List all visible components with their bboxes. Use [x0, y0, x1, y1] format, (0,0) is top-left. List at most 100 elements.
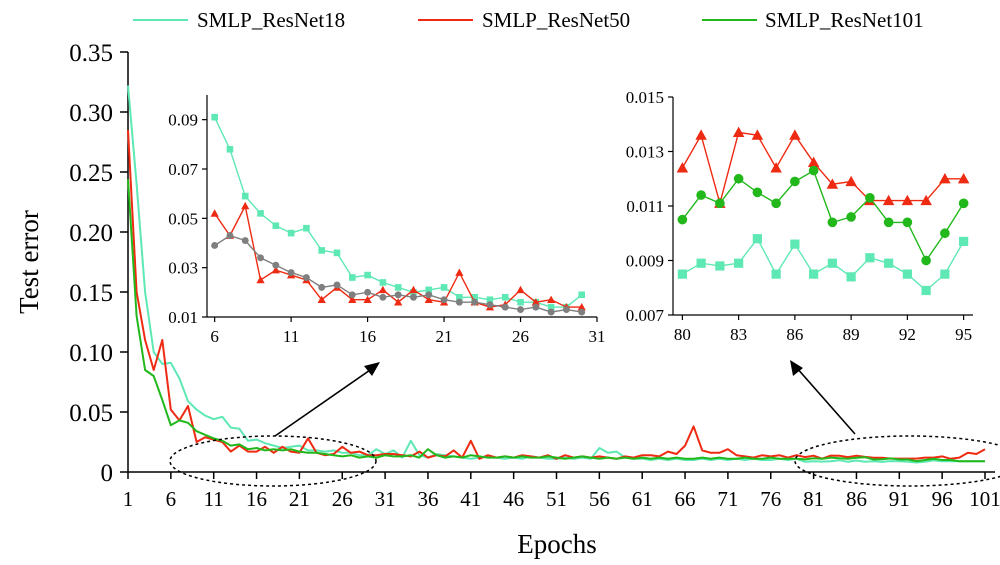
- inset-point-circle: [348, 291, 356, 299]
- x-tick-label: 56: [589, 487, 610, 511]
- inset-left-y-ticks: 0.01 0.03 0.05 0.07 0.09: [168, 111, 207, 327]
- inset-point-circle: [677, 214, 688, 225]
- inset-point-circle: [958, 198, 969, 209]
- inset-x-tick-label: 89: [843, 325, 860, 344]
- inset-point-triangle: [695, 129, 707, 140]
- x-tick-label: 91: [889, 487, 910, 511]
- inset-point-circle: [318, 283, 326, 291]
- inset-point-square: [303, 224, 310, 232]
- inset-y-tick-label: 0.09: [168, 111, 198, 130]
- inset-point-circle: [696, 190, 706, 200]
- inset-point-triangle: [455, 268, 464, 276]
- y-axis-title: Test error: [14, 210, 44, 314]
- inset-point-square: [394, 284, 402, 291]
- zoom-ellipse-right: [794, 435, 1000, 487]
- inset-right-series: [676, 126, 970, 296]
- inset-point-circle: [394, 291, 402, 299]
- inset-series-line-resnet18: [682, 237, 965, 292]
- inset-point-square: [318, 247, 326, 254]
- inset-point-square: [809, 269, 819, 279]
- inset-plot-right: 0.007 0.009 0.011 0.013 0.015 80 83 86 89 92 95: [626, 88, 973, 344]
- inset-point-triangle: [409, 285, 418, 294]
- inset-point-circle: [379, 293, 387, 301]
- inset-point-square: [440, 284, 448, 291]
- inset-point-square: [287, 229, 295, 237]
- inset-point-circle: [883, 217, 894, 228]
- zoom-arrowhead-right: [790, 360, 803, 376]
- y-tick-label: 0.25: [69, 160, 113, 187]
- inset-point-circle: [940, 228, 950, 239]
- inset-point-triangle: [424, 295, 433, 304]
- x-axis-title: Epochs: [517, 529, 596, 559]
- inset-point-square: [471, 293, 478, 301]
- inset-point-circle: [302, 274, 310, 281]
- legend: SMLP_ResNet18 SMLP_ResNet50 SMLP_ResNet1…: [133, 8, 924, 32]
- inset-point-square: [486, 296, 494, 304]
- x-tick-label: 31: [375, 487, 396, 511]
- x-tick-label: 76: [760, 487, 781, 511]
- inset-point-triangle: [751, 129, 764, 140]
- inset-point-triangle: [531, 298, 540, 306]
- inset-x-tick-label: 16: [359, 327, 376, 346]
- inset-point-triangle: [845, 175, 857, 187]
- inset-x-tick-label: 6: [210, 327, 219, 346]
- inset-series-line-resnet50: [681, 131, 964, 206]
- inset-y-tick-label: 0.03: [168, 259, 198, 278]
- inset-point-triangle: [577, 303, 586, 311]
- series-line-resnet50: [127, 129, 986, 460]
- inset-point-circle: [241, 237, 249, 244]
- inset-point-square: [456, 293, 463, 301]
- inset-point-circle: [865, 192, 875, 203]
- inset-point-circle: [921, 255, 931, 266]
- inset-y-tick-label: 0.009: [626, 252, 664, 271]
- inset-y-tick-label: 0.007: [626, 306, 665, 325]
- inset-point-circle: [562, 306, 570, 314]
- main-series: [127, 85, 986, 464]
- x-tick-label: 16: [246, 487, 267, 511]
- inset-point-square: [959, 236, 969, 247]
- inset-point-square: [425, 286, 433, 294]
- x-tick-label: 26: [332, 487, 353, 511]
- inset-point-triangle: [920, 194, 932, 206]
- inset-point-circle: [771, 198, 781, 209]
- inset-point-triangle: [256, 275, 265, 284]
- inset-point-square: [333, 249, 341, 257]
- inset-point-circle: [455, 298, 463, 306]
- y-ticks: 0 0.05 0.10 0.15 0.20 0.25 0.30 0.35: [69, 40, 128, 487]
- inset-point-square: [226, 145, 234, 153]
- x-tick-label: 21: [289, 487, 310, 511]
- inset-point-square: [734, 258, 744, 268]
- inset-point-square: [364, 271, 371, 279]
- inset-point-circle: [715, 198, 725, 209]
- inset-point-circle: [257, 254, 264, 262]
- zoom-ellipse-left: [169, 435, 377, 487]
- x-tick-label: 1: [123, 487, 134, 511]
- inset-point-triangle: [546, 295, 556, 304]
- x-tick-label: 6: [166, 487, 177, 511]
- inset-point-square: [940, 269, 950, 279]
- x-tick-label: 81: [803, 487, 824, 511]
- inset-left-x-ticks: 6 11 16 21 26 31: [210, 317, 606, 346]
- inset-point-circle: [471, 298, 479, 306]
- inset-y-tick-label: 0.013: [626, 143, 664, 162]
- inset-x-tick-label: 86: [786, 325, 803, 344]
- inset-point-circle: [211, 242, 219, 249]
- inset-point-square: [547, 303, 555, 311]
- y-tick-label: 0.15: [69, 280, 113, 307]
- inset-point-square: [846, 272, 856, 282]
- inset-point-circle: [287, 269, 295, 277]
- inset-point-triangle: [957, 173, 970, 184]
- inset-point-square: [272, 222, 280, 230]
- inset-point-circle: [902, 217, 913, 228]
- inset-x-tick-label: 80: [674, 325, 691, 344]
- inset-point-circle: [752, 187, 763, 198]
- inset-point-square: [921, 285, 931, 296]
- inset-point-square: [348, 274, 356, 281]
- inset-point-circle: [733, 173, 744, 184]
- inset-point-circle: [410, 293, 417, 301]
- inset-x-tick-label: 31: [589, 327, 606, 346]
- y-tick-label: 0.05: [69, 400, 113, 427]
- inset-point-circle: [333, 281, 341, 289]
- x-tick-label: 101: [969, 487, 1000, 511]
